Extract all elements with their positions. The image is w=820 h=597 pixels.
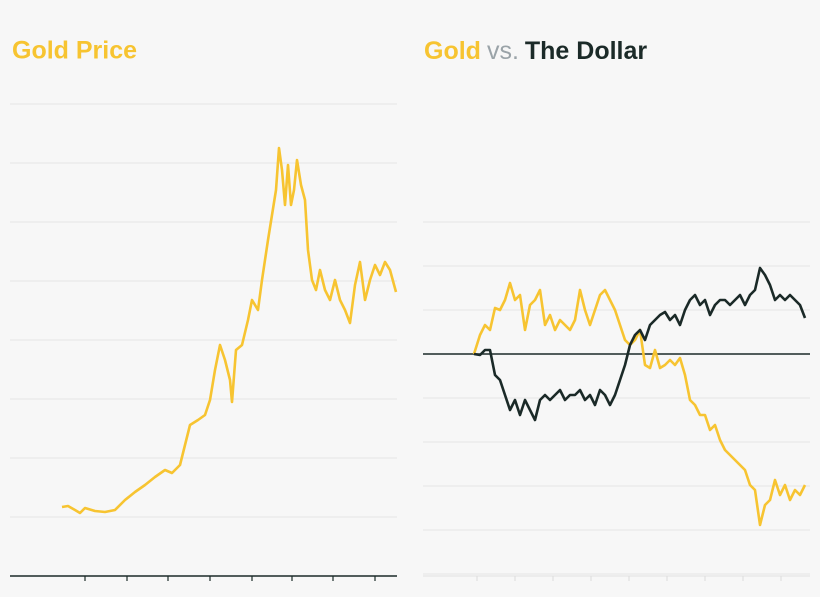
legend-entry: Gold — [424, 37, 481, 65]
data-line — [473, 266, 807, 422]
data-line — [61, 146, 398, 515]
title-joiner: vs. — [487, 37, 519, 65]
chart-title: Gold Price — [12, 37, 137, 65]
legend-entry: The Dollar — [525, 37, 648, 65]
chart-title: Gold vs. The Dollar — [424, 37, 647, 65]
